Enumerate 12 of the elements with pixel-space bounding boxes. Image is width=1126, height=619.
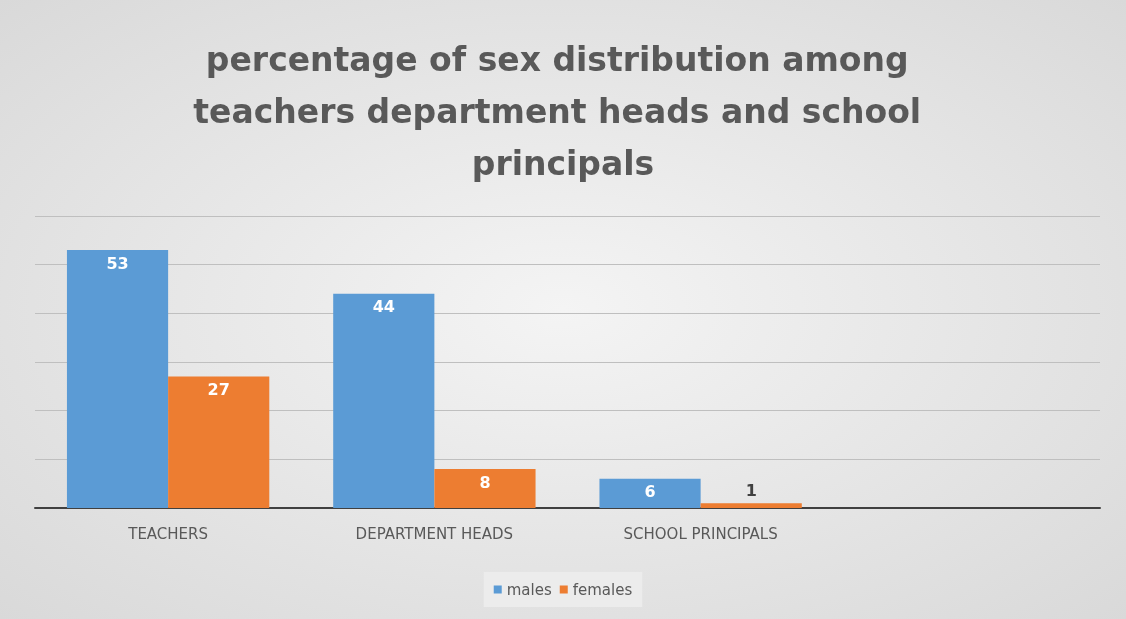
x-tick-label: TEACHERS <box>127 524 209 543</box>
legend-label: females <box>572 580 633 599</box>
data-label: 27 <box>207 380 230 400</box>
x-tick-label: DEPARTMENT HEADS <box>355 524 514 543</box>
legend-label: males <box>506 580 552 599</box>
chart-title: percentage of sex distribution among teachers department heads and school principals <box>193 39 933 183</box>
data-label: 6 <box>644 482 656 502</box>
data-label: 8 <box>479 472 491 492</box>
x-tick-label: SCHOOL PRINCIPALS <box>623 524 778 543</box>
data-label: 53 <box>106 253 129 273</box>
data-label: 44 <box>372 297 395 317</box>
data-label: 1 <box>745 480 757 500</box>
